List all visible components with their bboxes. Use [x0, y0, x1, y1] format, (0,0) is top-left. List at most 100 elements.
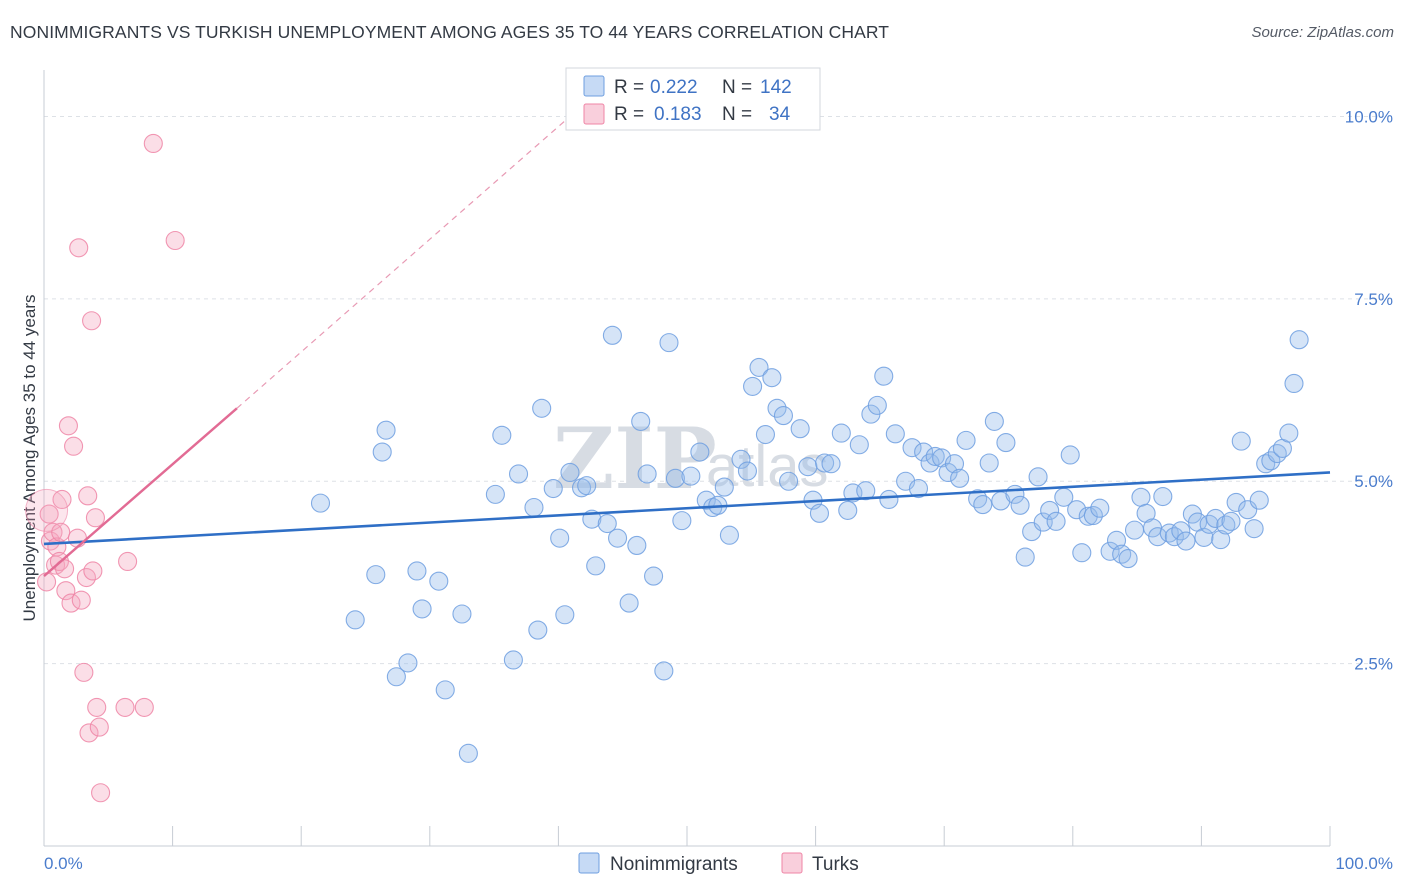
nonimmigrants-point — [714, 477, 734, 497]
turks-trend-line — [43, 407, 238, 577]
nonimmigrants-point — [372, 442, 392, 462]
turks-point — [25, 488, 69, 532]
nonimmigrants-point — [984, 411, 1004, 431]
nonimmigrants-point — [719, 525, 739, 545]
nonimmigrants-point — [1040, 500, 1060, 520]
nonimmigrants-point — [1279, 423, 1299, 443]
legend-n-label: N = — [722, 77, 752, 98]
nonimmigrants-point — [1078, 506, 1098, 526]
turks-point — [134, 697, 154, 717]
legend-box — [565, 67, 821, 131]
nonimmigrants-point — [815, 453, 835, 473]
nonimmigrants-point — [310, 493, 331, 513]
nonimmigrants-point — [996, 433, 1016, 453]
turks-point — [74, 662, 94, 682]
nonimmigrants-point — [831, 423, 851, 443]
nonimmigrants-point — [398, 653, 418, 673]
nonimmigrants-point — [458, 743, 478, 763]
bottom-legend-swatch-turks — [781, 852, 803, 874]
nonimmigrants-point — [429, 571, 449, 591]
nonimmigrants-point — [867, 395, 887, 415]
turks-point — [91, 783, 111, 803]
turks-trend-extension — [236, 116, 571, 409]
turks-point — [89, 717, 109, 737]
nonimmigrants-point — [386, 667, 406, 687]
nonimmigrants-point — [1267, 443, 1287, 464]
nonimmigrants-point — [779, 471, 799, 491]
nonimmigrants-point — [1261, 451, 1281, 471]
turks-point — [58, 416, 78, 436]
nonimmigrants-point — [1028, 467, 1048, 487]
turks-point — [69, 238, 89, 258]
nonimmigrants-point — [1249, 490, 1269, 510]
nonimmigrants-point — [1067, 500, 1087, 520]
nonimmigrants-point — [790, 419, 810, 439]
legend-n-label: N = — [722, 104, 752, 125]
nonimmigrants-point — [508, 464, 529, 484]
nonimmigrants-point — [1221, 511, 1241, 531]
nonimmigrants-point — [543, 478, 563, 499]
grid-lines — [44, 115, 1393, 665]
nonimmigrants-point — [528, 620, 548, 640]
nonimmigrants-point — [608, 528, 628, 548]
legend: R = 0.222 N = 142 R = 0.183 N = 34 — [565, 67, 821, 131]
nonimmigrants-point — [1211, 530, 1231, 550]
y-axis-label: Unemployment Among Ages 35 to 44 years — [20, 295, 39, 622]
nonimmigrants-point — [1171, 521, 1191, 541]
nonimmigrants-point — [849, 435, 869, 455]
chart-title: NONIMMIGRANTS VS TURKISH UNEMPLOYMENT AM… — [10, 22, 890, 42]
nonimmigrants-point — [737, 461, 757, 481]
nonimmigrants-point — [743, 376, 763, 396]
nonimmigrants-point — [749, 357, 769, 377]
turks-point — [83, 561, 103, 581]
nonimmigrants-point — [690, 442, 710, 462]
nonimmigrants-point — [1010, 495, 1030, 515]
nonimmigrants-point — [550, 528, 570, 548]
nonimmigrants-point — [1072, 543, 1092, 563]
nonimmigrants-point — [767, 398, 787, 418]
nonimmigrants-point — [1060, 445, 1080, 465]
nonimmigrants-point — [1124, 520, 1145, 540]
nonimmigrants-point — [944, 454, 965, 474]
turks-point — [78, 486, 98, 506]
nonimmigrants-point — [560, 462, 580, 483]
nonimmigrants-point — [1090, 498, 1110, 518]
nonimmigrants-point — [731, 449, 751, 469]
nonimmigrants-point — [1231, 431, 1251, 451]
nonimmigrants-point — [1046, 511, 1066, 531]
turks-point — [67, 528, 87, 548]
nonimmigrants-point — [366, 565, 386, 585]
legend-r-value: 0.222 — [650, 77, 698, 98]
nonimmigrants-point — [376, 420, 396, 440]
nonimmigrants-point — [885, 424, 905, 444]
nonimmigrants-point — [1148, 527, 1168, 547]
nonimmigrants-point — [908, 478, 929, 499]
nonimmigrants-point — [1131, 487, 1151, 507]
legend-swatch-nonimmigrants — [583, 75, 605, 97]
nonimmigrants-point — [407, 561, 427, 581]
turks-point — [85, 508, 105, 528]
nonimmigrants-point — [838, 500, 858, 520]
turks-point — [87, 697, 107, 717]
turks-point — [118, 551, 138, 572]
nonimmigrants-point — [1159, 523, 1179, 543]
nonimmigrants-point — [755, 424, 775, 445]
nonimmigrants-point — [1176, 531, 1196, 551]
turks-point — [56, 581, 76, 601]
nonimmigrants-point — [902, 438, 922, 458]
nonimmigrants-point — [925, 446, 945, 466]
turks-points — [25, 133, 185, 803]
nonimmigrants-point — [1153, 487, 1173, 507]
nonimmigrants-point — [914, 442, 934, 462]
nonimmigrants-point — [619, 593, 639, 613]
nonimmigrants-point — [503, 650, 523, 670]
turks-point — [37, 572, 57, 592]
y-tick-labels: 2.5% 5.0% 7.5% 10.0% — [1345, 107, 1393, 673]
nonimmigrants-point — [1100, 541, 1120, 561]
nonimmigrants-point — [773, 406, 794, 426]
nonimmigrants-point — [597, 514, 617, 534]
bottom-legend: Nonimmigrants Turks — [578, 852, 859, 875]
watermark-atlas: atlas — [706, 434, 829, 499]
x-tick-label-min: 0.0% — [44, 854, 83, 873]
y-tick-label: 7.5% — [1354, 290, 1393, 309]
